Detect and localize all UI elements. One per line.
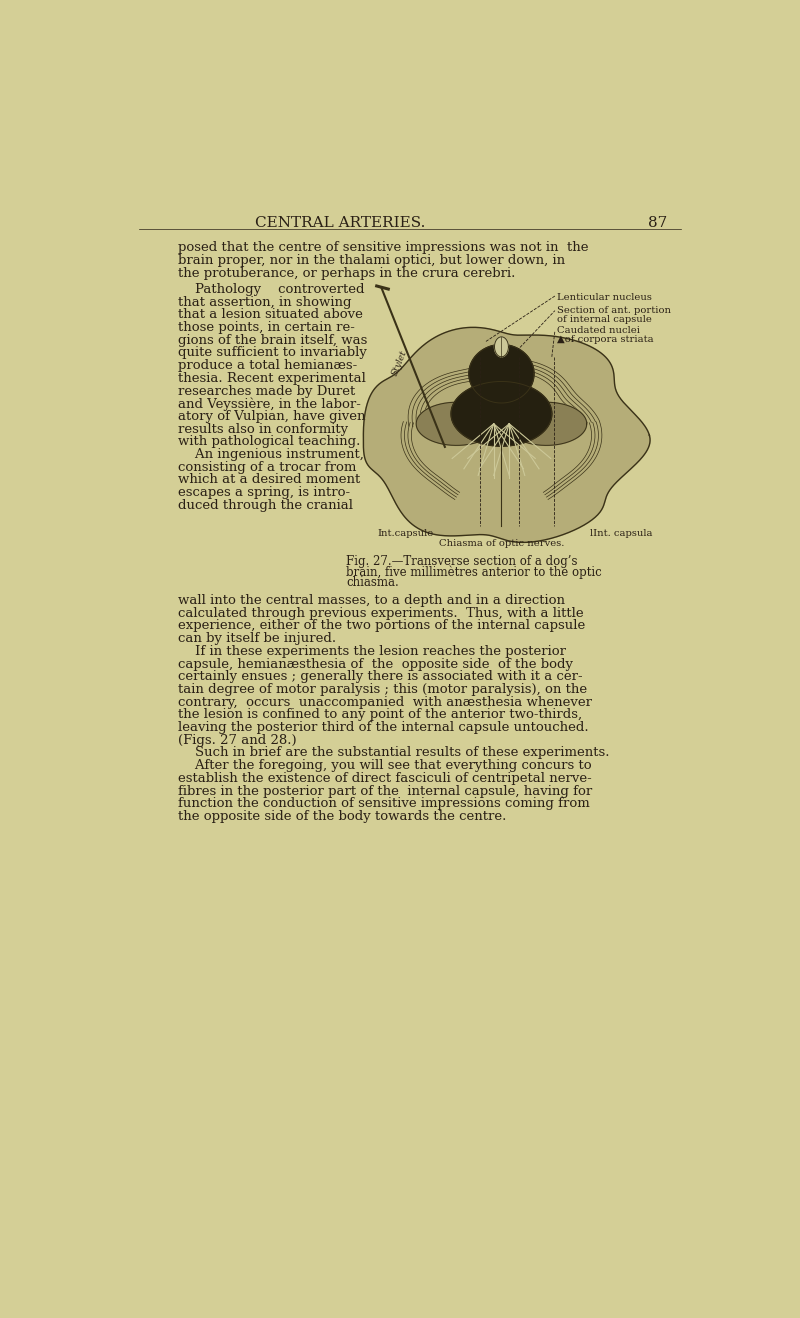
Text: Fig. 27.—Transverse section of a dog’s: Fig. 27.—Transverse section of a dog’s: [346, 555, 578, 568]
Text: After the foregoing, you will see that everything concurs to: After the foregoing, you will see that e…: [178, 759, 591, 772]
Text: Stylet: Stylet: [390, 349, 408, 377]
Polygon shape: [506, 402, 586, 445]
Text: experience, either of the two portions of the internal capsule: experience, either of the two portions o…: [178, 619, 585, 633]
Text: If in these experiments the lesion reaches the posterior: If in these experiments the lesion reach…: [178, 645, 566, 658]
Text: Int.capsule: Int.capsule: [378, 530, 434, 538]
Text: the lesion is confined to any point of the anterior two-thirds,: the lesion is confined to any point of t…: [178, 708, 582, 721]
Polygon shape: [416, 402, 497, 445]
Text: quite sufficient to invariably: quite sufficient to invariably: [178, 347, 366, 360]
Text: ▲of corpora striata: ▲of corpora striata: [558, 335, 654, 344]
Text: can by itself be injured.: can by itself be injured.: [178, 633, 336, 645]
Text: fibres in the posterior part of the  internal capsule, having for: fibres in the posterior part of the inte…: [178, 784, 592, 797]
Text: Lenticular nucleus: Lenticular nucleus: [558, 293, 652, 302]
Polygon shape: [494, 337, 509, 357]
Text: those points, in certain re-: those points, in certain re-: [178, 322, 354, 333]
Text: the protuberance, or perhaps in the crura cerebri.: the protuberance, or perhaps in the crur…: [178, 266, 515, 279]
Text: Caudated nuclei: Caudated nuclei: [558, 326, 640, 335]
Text: that a lesion situated above: that a lesion situated above: [178, 308, 362, 322]
Text: certainly ensues ; generally there is associated with it a cer-: certainly ensues ; generally there is as…: [178, 671, 582, 683]
Polygon shape: [451, 381, 552, 445]
Text: establish the existence of direct fasciculi of centripetal nerve-: establish the existence of direct fascic…: [178, 772, 591, 784]
Text: Such in brief are the substantial results of these experiments.: Such in brief are the substantial result…: [178, 746, 609, 759]
Text: duced through the cranial: duced through the cranial: [178, 500, 353, 511]
Text: brain, five millimètres anterior to the optic: brain, five millimètres anterior to the …: [346, 565, 602, 579]
Text: lInt. capsula: lInt. capsula: [590, 530, 652, 538]
Text: CENTRAL ARTERIES.: CENTRAL ARTERIES.: [255, 216, 426, 229]
Text: escapes a spring, is intro-: escapes a spring, is intro-: [178, 486, 350, 500]
Text: and Veyssière, in the labor-: and Veyssière, in the labor-: [178, 397, 360, 411]
Text: calculated through previous experiments.  Thus, with a little: calculated through previous experiments.…: [178, 606, 583, 619]
Text: thesia. Recent experimental: thesia. Recent experimental: [178, 372, 366, 385]
Text: leaving the posterior third of the internal capsule untouched.: leaving the posterior third of the inter…: [178, 721, 588, 734]
Text: gions of the brain itself, was: gions of the brain itself, was: [178, 333, 367, 347]
Text: (Figs. 27 and 28.): (Figs. 27 and 28.): [178, 734, 296, 747]
Text: tain degree of motor paralysis ; this (motor paralysis), on the: tain degree of motor paralysis ; this (m…: [178, 683, 586, 696]
Text: results also in conformity: results also in conformity: [178, 423, 348, 436]
Text: Section of ant. portion: Section of ant. portion: [558, 306, 671, 315]
Text: which at a desired moment: which at a desired moment: [178, 473, 360, 486]
Text: consisting of a trocar from: consisting of a trocar from: [178, 461, 356, 473]
Text: that assertion, in showing: that assertion, in showing: [178, 295, 351, 308]
Text: Chiasma of optic nerves.: Chiasma of optic nerves.: [439, 539, 565, 547]
Text: function the conduction of sensitive impressions coming from: function the conduction of sensitive imp…: [178, 797, 590, 811]
Text: 87: 87: [648, 216, 668, 229]
Text: brain proper, nor in the thalami optici, but lower down, in: brain proper, nor in the thalami optici,…: [178, 254, 565, 268]
Text: capsule, hemianæsthesia of  the  opposite side  of the body: capsule, hemianæsthesia of the opposite …: [178, 658, 573, 671]
Text: wall into the central masses, to a depth and in a direction: wall into the central masses, to a depth…: [178, 594, 565, 608]
Text: posed that the centre of sensitive impressions was not in  the: posed that the centre of sensitive impre…: [178, 241, 588, 254]
Polygon shape: [363, 327, 650, 543]
Text: of internal capsule: of internal capsule: [558, 315, 652, 324]
Text: contrary,  occurs  unaccompanied  with anæsthesia whenever: contrary, occurs unaccompanied with anæs…: [178, 696, 591, 709]
Text: produce a total hemianæs-: produce a total hemianæs-: [178, 358, 357, 372]
Text: An ingenious instrument,: An ingenious instrument,: [178, 448, 363, 461]
Text: with pathological teaching.: with pathological teaching.: [178, 435, 360, 448]
Text: Pathology    controverted: Pathology controverted: [178, 283, 364, 297]
Text: atory of Vulpian, have given: atory of Vulpian, have given: [178, 410, 365, 423]
Text: chiasma.: chiasma.: [346, 576, 399, 589]
Text: the opposite side of the body towards the centre.: the opposite side of the body towards th…: [178, 811, 506, 822]
Polygon shape: [469, 344, 534, 403]
Text: researches made by Duret: researches made by Duret: [178, 385, 354, 398]
